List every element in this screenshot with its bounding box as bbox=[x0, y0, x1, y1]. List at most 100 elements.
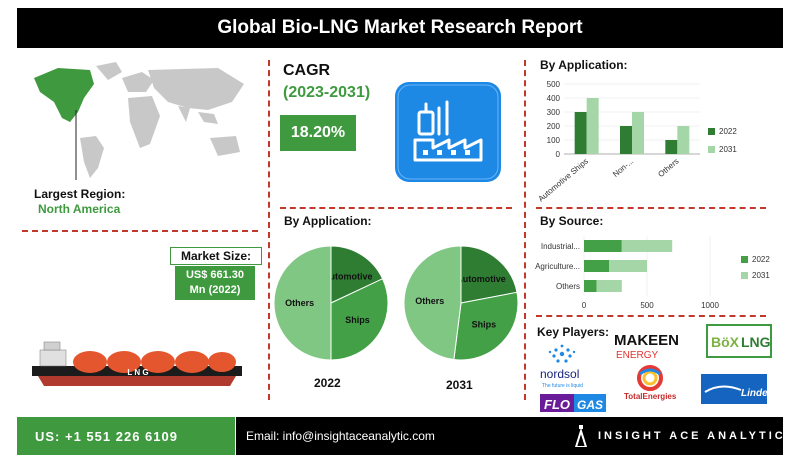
flogas-flo-text: FLO bbox=[544, 397, 570, 412]
map-europe bbox=[122, 72, 154, 92]
nordsol-text: nordsol bbox=[540, 367, 579, 381]
largest-region-value: North America bbox=[38, 202, 121, 216]
y-tick-label: 300 bbox=[547, 108, 561, 117]
pie-chart-2031: Automotive Ships Others bbox=[403, 245, 519, 361]
market-size-value: US$ 661.30 Mn (2022) bbox=[175, 266, 255, 300]
map-south-america bbox=[80, 136, 104, 178]
hbar-2022-2 bbox=[584, 280, 597, 292]
y-tick-label: 400 bbox=[547, 94, 561, 103]
logo-makeen-energy: MAKEEN ENERGY bbox=[614, 332, 679, 360]
map-greenland bbox=[96, 62, 122, 80]
world-map bbox=[34, 62, 244, 180]
y-tick-label: 500 bbox=[547, 80, 561, 89]
divider-vertical-2 bbox=[524, 60, 526, 400]
pie-year-2022: 2022 bbox=[314, 376, 341, 390]
cagr-period: (2023-2031) bbox=[283, 84, 371, 101]
footer-phone[interactable]: US: +1 551 226 6109 bbox=[17, 417, 235, 455]
legend-label-2022: 2022 bbox=[752, 255, 770, 264]
logo-nordsol: nordsol The future is liquid bbox=[540, 344, 583, 389]
linde-text: Linde bbox=[741, 388, 767, 399]
logo-boxlng: BöX LNG bbox=[706, 324, 772, 358]
divider-right-2 bbox=[536, 315, 766, 317]
cagr-value: 18.20% bbox=[280, 115, 356, 151]
logo-flogas: FLO GAS bbox=[540, 394, 606, 412]
totalenergies-text: TotalEnergies bbox=[624, 392, 677, 401]
y-tick-label: Others bbox=[556, 282, 580, 291]
y-tick-label: 200 bbox=[547, 122, 561, 131]
map-seasia bbox=[198, 112, 218, 124]
makeen-text: MAKEEN bbox=[614, 332, 679, 349]
report-title: Global Bio-LNG Market Research Report bbox=[17, 8, 783, 48]
hbar-2022-0 bbox=[584, 240, 622, 252]
pie-slice-automotive bbox=[330, 245, 384, 304]
divider-middle bbox=[280, 207, 512, 209]
flogas-gas-text: GAS bbox=[577, 398, 603, 412]
bar-app-section-label: By Application: bbox=[540, 58, 628, 72]
ship-lng-text: L N G bbox=[127, 368, 148, 377]
factory-icon bbox=[395, 82, 501, 182]
pie-label-ships: Ships bbox=[472, 319, 497, 329]
divider-left bbox=[22, 230, 258, 232]
pie-section-label: By Application: bbox=[284, 214, 372, 228]
pie-chart-2022: Automotive Ships Others bbox=[273, 245, 389, 361]
legend-swatch-2031 bbox=[741, 272, 748, 279]
map-india bbox=[178, 106, 190, 122]
divider-right-1 bbox=[536, 207, 766, 209]
pie-slice-others bbox=[403, 245, 462, 361]
nordsol-tagline: The future is liquid bbox=[542, 383, 583, 389]
boxlng-lng-text: LNG bbox=[741, 334, 771, 350]
pie-slice-others bbox=[273, 245, 332, 361]
pie-label-others: Others bbox=[415, 296, 444, 306]
bar-2022-1 bbox=[620, 126, 632, 154]
map-australia bbox=[210, 136, 240, 156]
x-tick-label: Automotive Ships bbox=[536, 157, 589, 204]
footer-email[interactable]: Email: info@insightaceanalytic.com bbox=[236, 417, 783, 455]
brand-logo-icon bbox=[574, 425, 588, 447]
pie-label-others: Others bbox=[285, 298, 314, 308]
bar-2022-2 bbox=[665, 140, 678, 154]
pie-year-2031: 2031 bbox=[446, 378, 473, 392]
hbar-2031-2 bbox=[596, 280, 622, 292]
boxlng-box-text: BöX bbox=[711, 334, 740, 350]
x-tick-label: 0 bbox=[582, 301, 587, 310]
energy-text: ENERGY bbox=[616, 350, 659, 360]
pie-label-ships: Ships bbox=[345, 315, 370, 325]
y-tick-label: 100 bbox=[547, 136, 561, 145]
hbar-2031-0 bbox=[621, 240, 673, 252]
largest-region-label: Largest Region: bbox=[34, 187, 126, 201]
x-tick-label: Others bbox=[656, 157, 680, 179]
map-africa bbox=[128, 96, 160, 148]
bar-2031-0 bbox=[586, 98, 599, 154]
hbar-2022-1 bbox=[584, 260, 610, 272]
legend-label-2031: 2031 bbox=[719, 145, 737, 154]
market-size-label: Market Size: bbox=[170, 247, 262, 265]
pie-label-automotive: Automotive bbox=[456, 274, 506, 284]
y-tick-label: Industrial... bbox=[541, 242, 580, 251]
logo-linde: Linde bbox=[701, 374, 767, 404]
legend-swatch-2022 bbox=[708, 128, 715, 135]
lng-ship-illustration: L N G bbox=[32, 341, 242, 386]
footer-brand: INSIGHT ACE ANALYTIC bbox=[574, 424, 786, 448]
bar-2022-0 bbox=[574, 112, 587, 154]
legend-label-2022: 2022 bbox=[719, 127, 737, 136]
market-size-year: Mn (2022) bbox=[189, 284, 241, 296]
bar-chart-application: 0 100 200 300 400 500 Automotive Ships Non-... O… bbox=[536, 80, 737, 204]
cagr-label: CAGR bbox=[283, 62, 331, 79]
y-tick-label: 0 bbox=[556, 150, 561, 159]
brand-text: INSIGHT ACE ANALYTIC bbox=[598, 430, 786, 442]
bar-chart-source: 0 500 1000 Industrial... Agriculture... Other… bbox=[535, 236, 770, 310]
bar-2031-1 bbox=[632, 112, 644, 154]
legend-label-2031: 2031 bbox=[752, 271, 770, 280]
bar-2031-2 bbox=[677, 126, 690, 154]
pie-label-automotive: Automotive bbox=[323, 272, 373, 282]
divider-vertical-1 bbox=[268, 60, 270, 400]
x-tick-label: 500 bbox=[640, 301, 654, 310]
bar-source-section-label: By Source: bbox=[540, 214, 604, 228]
x-tick-label: Non-... bbox=[611, 157, 635, 179]
legend-swatch-2031 bbox=[708, 146, 715, 153]
pie-slice-automotive bbox=[460, 245, 518, 304]
map-asia bbox=[148, 68, 244, 110]
map-north-america bbox=[34, 68, 94, 122]
key-players-label: Key Players: bbox=[537, 325, 610, 339]
x-tick-label: 1000 bbox=[701, 301, 719, 310]
